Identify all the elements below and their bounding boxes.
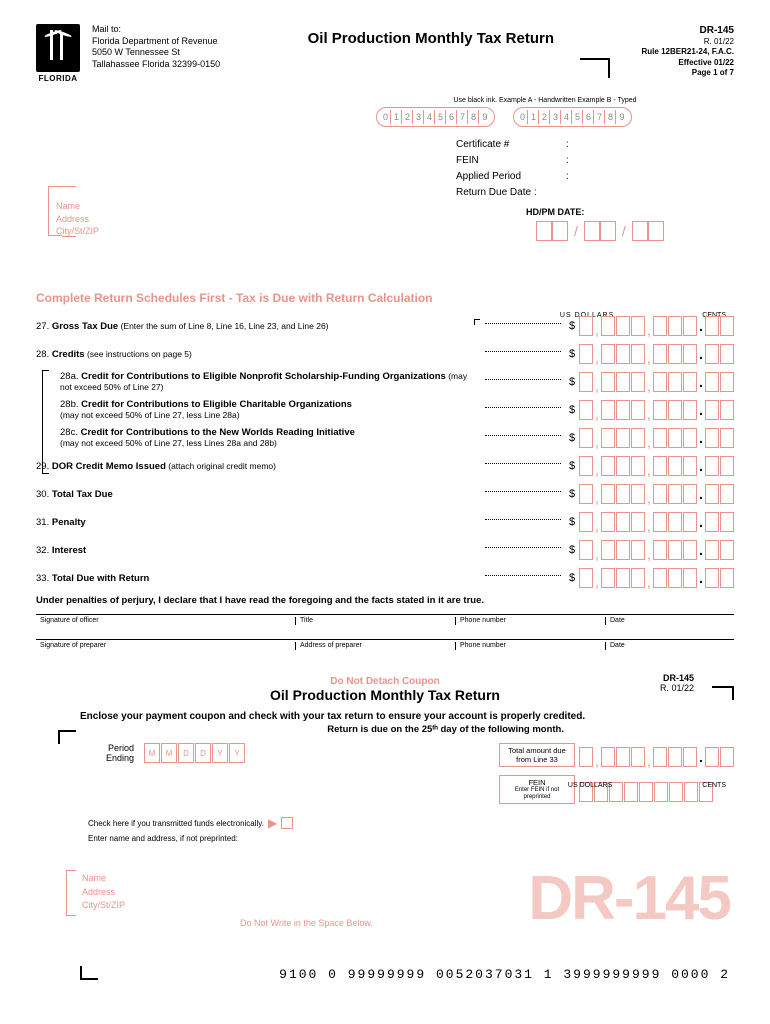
example-digit-boxes: 0123456789 0123456789 [376, 107, 734, 127]
crop-mark [58, 730, 76, 744]
example-instruction: Use black ink. Example A - Handwritten E… [356, 97, 734, 104]
mail-address: Mail to: Florida Department of Revenue 5… [92, 24, 220, 71]
period-label: Period Ending [88, 743, 134, 808]
name-address-block: Name Address City/St/ZIP [56, 200, 99, 238]
enter-name-label: Enter name and address, if not preprinte… [88, 834, 734, 843]
coupon-name-bracket [66, 870, 76, 916]
perjury-statement: Under penalties of perjury, I declare th… [36, 595, 734, 606]
signature-row-officer[interactable]: Signature of officer Title Phone number … [36, 614, 734, 625]
certificate-block: Certificate #: FEIN: Applied Period: Ret… [456, 137, 734, 201]
electronic-checkbox[interactable] [281, 817, 293, 829]
form-header: FLORIDA Mail to: Florida Department of R… [36, 24, 734, 83]
barcode-text: 9100 0 99999999 0052037031 1 3999999999 … [279, 967, 730, 982]
crop-mark [80, 966, 98, 980]
crop-mark [580, 58, 610, 78]
form-meta: DR-145 R. 01/22 Rule 12BER21-24, F.A.C. … [642, 24, 734, 79]
fein-label: FEIN Enter FEIN if not preprinted [499, 775, 575, 804]
electronic-check-row[interactable]: Check here if you transmitted funds elec… [88, 816, 734, 830]
coupon-instruction: Enclose your payment coupon and check wi… [80, 711, 734, 722]
coupon-column-headers: US DOLLARS CENTS [568, 782, 726, 789]
signature-row-preparer[interactable]: Signature of preparer Address of prepare… [36, 639, 734, 650]
form-title: Oil Production Monthly Tax Return [232, 30, 629, 47]
bottom-warning: Do Not Write in the Space Below. [240, 918, 373, 928]
coupon-warning: Do Not Detach Coupon [36, 676, 734, 687]
hdpm-date-input[interactable]: / / [536, 221, 734, 241]
section-title: Complete Return Schedules First - Tax is… [36, 291, 734, 305]
tax-lines: 27. Gross Tax Due (Enter the sum of Line… [36, 315, 734, 589]
period-ending-input[interactable]: MMDDYY [144, 743, 245, 808]
watermark-form-number: DR-145 [528, 863, 730, 934]
hdpm-label: HD/PM DATE: [526, 207, 734, 217]
florida-logo: FLORIDA [36, 24, 80, 83]
coupon-name-block: Name Address City/St/ZIP [82, 872, 125, 913]
total-due-label: Total amount due from Line 33 [499, 743, 575, 767]
coupon-meta: DR-145 R. 01/22 [660, 673, 694, 693]
coupon-due-text: Return is due on the 25ᵗʰ day of the fol… [36, 724, 564, 735]
coupon-title: Oil Production Monthly Tax Return [36, 687, 734, 703]
total-due-input[interactable]: ,,. [579, 747, 734, 767]
